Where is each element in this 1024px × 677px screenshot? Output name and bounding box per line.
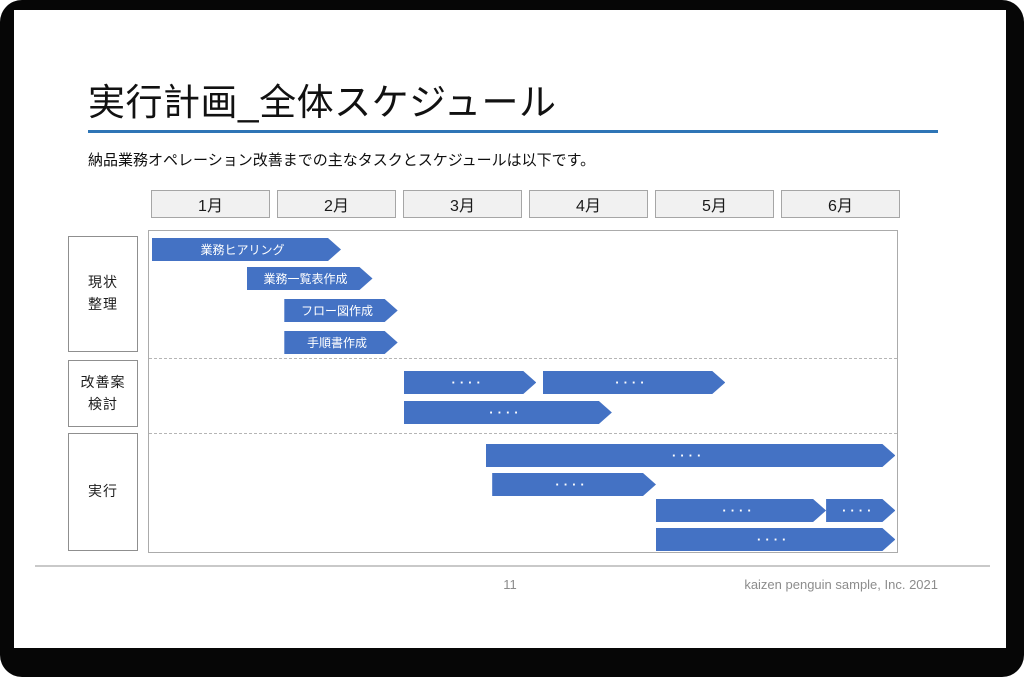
page-title: 実行計画_全体スケジュール — [88, 82, 557, 123]
gantt-task-arrow: ···· — [543, 371, 726, 394]
month-header-cell: 1月 — [151, 190, 270, 218]
title-underline — [88, 130, 938, 133]
gantt-task-label: ···· — [451, 375, 485, 390]
month-header-cell: 6月 — [781, 190, 900, 218]
row-label-box: 現状 整理 — [68, 236, 138, 352]
month-header-cell: 2月 — [277, 190, 396, 218]
gantt-task-arrow: 業務ヒアリング — [152, 238, 341, 261]
gantt-task-arrow: フロー図作成 — [284, 299, 397, 322]
footer-divider — [35, 565, 990, 567]
gantt-task-arrow: ···· — [404, 401, 612, 424]
month-header-cell: 4月 — [529, 190, 648, 218]
gantt-task-label: ···· — [489, 405, 523, 420]
gantt-task-arrow: ···· — [656, 528, 895, 551]
row-label-line: 整理 — [88, 296, 118, 312]
gantt-task-arrow: ···· — [404, 371, 536, 394]
gantt-task-label: ···· — [671, 448, 706, 463]
row-label-box: 改善案 検討 — [68, 360, 138, 427]
gantt-task-arrow: ···· — [656, 499, 826, 522]
gantt-plot-area: 業務ヒアリング 業務一覧表作成 フロー図作成 手順書作成 ···· ···· ···· ···… — [148, 230, 898, 553]
gantt-task-arrow: ···· — [826, 499, 895, 522]
row-label-line: 検討 — [88, 395, 118, 412]
row-separator-dashed — [149, 358, 897, 359]
gantt-task-label: 手順書作成 — [306, 336, 367, 350]
month-header-cell: 3月 — [403, 190, 522, 218]
row-label-line: 現状 — [88, 274, 118, 291]
gantt-task-arrow: 業務一覧表作成 — [247, 267, 373, 290]
gantt-task-arrow: ···· — [492, 473, 656, 496]
row-separator-dashed — [149, 433, 897, 434]
gantt-task-label: ···· — [555, 477, 589, 492]
month-header-cell: 5月 — [655, 190, 774, 218]
gantt-task-label: ···· — [842, 503, 876, 518]
row-label-line: 改善案 — [80, 373, 126, 390]
gantt-task-label: ···· — [757, 532, 791, 547]
gantt-task-label: 業務一覧表作成 — [263, 272, 348, 286]
gantt-task-arrow: ···· — [486, 444, 896, 467]
gantt-task-label: 業務ヒアリング — [200, 243, 285, 257]
row-label-box: 実行 — [68, 433, 138, 551]
gantt-task-label: フロー図作成 — [300, 304, 373, 318]
gantt-task-arrow: 手順書作成 — [284, 331, 397, 354]
copyright-text: kaizen penguin sample, Inc. 2021 — [744, 577, 938, 592]
gantt-task-label: ···· — [615, 375, 649, 390]
slide-subtitle: 納品業務オペレーション改善までの主なタスクとスケジュールは以下です。 — [88, 152, 596, 169]
row-label-line: 実行 — [88, 483, 118, 500]
slide: 実行計画_全体スケジュール 納品業務オペレーション改善までの主なタスクとスケジュ… — [14, 10, 1006, 648]
gantt-task-label: ···· — [722, 503, 756, 518]
page-number: 11 — [503, 577, 517, 592]
